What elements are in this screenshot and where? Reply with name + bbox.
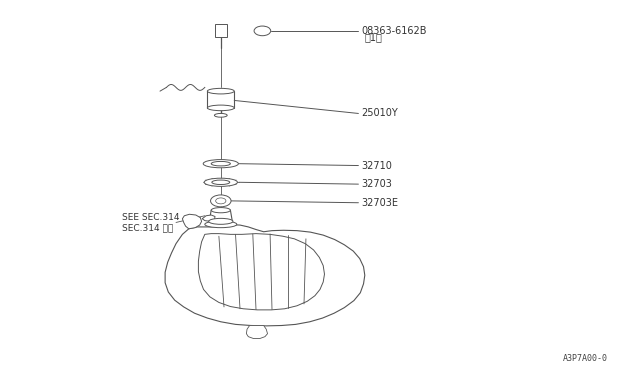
Text: 32703: 32703 [362,179,392,189]
Circle shape [254,26,271,36]
Polygon shape [202,215,215,221]
Text: S: S [260,26,265,35]
Text: SEC.314 参照: SEC.314 参照 [122,223,173,232]
Ellipse shape [212,180,230,185]
Ellipse shape [209,218,233,224]
Ellipse shape [205,221,237,228]
Text: SEE SEC.314: SEE SEC.314 [122,213,179,222]
Ellipse shape [204,178,237,186]
Ellipse shape [211,161,230,166]
Text: 32703E: 32703E [362,198,399,208]
Text: 32710: 32710 [362,161,392,170]
Polygon shape [198,234,324,310]
Ellipse shape [204,160,238,168]
Text: 25010Y: 25010Y [362,109,398,118]
Ellipse shape [207,88,234,94]
Text: 08363-6162B: 08363-6162B [362,26,427,36]
Text: A3P7A00-0: A3P7A00-0 [563,355,608,363]
Polygon shape [182,214,202,229]
Circle shape [216,198,226,204]
Ellipse shape [207,105,234,111]
Ellipse shape [214,113,227,117]
Text: （1）: （1） [365,32,383,42]
Ellipse shape [211,208,230,213]
FancyBboxPatch shape [215,24,227,37]
Polygon shape [165,225,365,326]
Circle shape [211,195,231,207]
Polygon shape [246,326,268,339]
